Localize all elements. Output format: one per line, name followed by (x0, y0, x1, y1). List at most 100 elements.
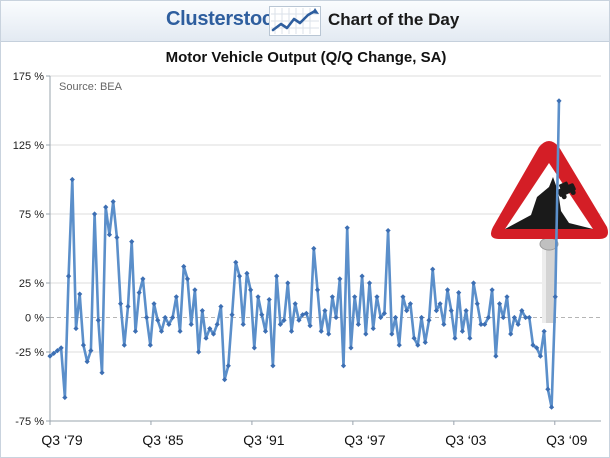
y-tick-label: -75 % (15, 416, 44, 428)
data-point (430, 266, 436, 272)
data-point (151, 301, 157, 307)
x-tick-label: Q3 ‘79 (41, 432, 82, 448)
data-point (340, 363, 347, 369)
data-point (452, 335, 458, 341)
data-point (173, 294, 179, 300)
data-point (552, 294, 558, 300)
data-point (407, 301, 413, 307)
y-tick-label: 75 % (19, 209, 44, 221)
data-point (47, 353, 53, 359)
data-point (314, 287, 321, 293)
data-point (106, 232, 113, 238)
data-point (240, 321, 246, 327)
data-point (366, 280, 373, 286)
data-point (140, 276, 146, 282)
data-point (80, 342, 87, 348)
data-point (426, 317, 432, 323)
data-point (121, 342, 127, 348)
data-point (69, 176, 75, 183)
data-point (199, 308, 205, 314)
data-point (181, 263, 187, 270)
data-point (526, 314, 532, 321)
data-point (288, 328, 295, 334)
x-tick-label: Q3 ‘97 (344, 432, 385, 448)
data-point (467, 335, 473, 341)
data-point (262, 328, 269, 334)
data-point (534, 345, 540, 351)
data-point (359, 273, 365, 279)
data-point (203, 335, 209, 341)
data-point (259, 312, 265, 318)
data-point (143, 314, 150, 321)
data-point (311, 245, 317, 252)
data-point (244, 270, 250, 276)
data-point (478, 321, 484, 327)
data-point (95, 317, 101, 323)
data-point (54, 348, 61, 354)
data-point (474, 301, 480, 307)
data-point (58, 345, 64, 351)
data-point (515, 321, 521, 327)
falling-car-cliff-icon (505, 177, 593, 229)
x-tick-label: Q3 ‘03 (445, 432, 486, 448)
data-point (155, 317, 161, 323)
data-point (214, 321, 220, 327)
data-point (147, 342, 153, 348)
chart-of-the-day-label: Chart of the Day (328, 10, 460, 29)
data-point (418, 314, 425, 321)
data-point (129, 239, 135, 245)
data-point (381, 310, 387, 316)
data-point (132, 328, 139, 334)
data-point (285, 280, 291, 286)
data-point (281, 317, 287, 323)
data-point (326, 331, 332, 337)
data-point (459, 328, 466, 334)
data-point (188, 321, 194, 327)
data-point (158, 328, 165, 334)
data-point (65, 273, 72, 279)
data-point (496, 301, 503, 307)
data-point (508, 331, 514, 337)
data-point (233, 259, 239, 265)
data-point (125, 303, 131, 310)
data-point (348, 345, 354, 351)
x-tick-label: Q3 ‘91 (243, 432, 284, 448)
data-point (277, 321, 283, 327)
data-point (400, 294, 406, 300)
data-point (444, 287, 451, 293)
data-point (500, 314, 506, 321)
data-point (363, 331, 369, 337)
data-point (556, 98, 562, 104)
data-point (470, 280, 477, 286)
data-point (519, 308, 525, 314)
data-point (225, 363, 231, 369)
x-tick-label: Q3 ‘09 (546, 432, 587, 448)
y-tick-label: 175 % (13, 71, 44, 83)
data-point (352, 294, 358, 300)
data-point (177, 328, 183, 334)
data-point (251, 345, 257, 351)
data-point (318, 328, 324, 334)
data-point (196, 349, 202, 355)
data-point (73, 325, 79, 332)
data-point (396, 342, 402, 348)
data-point (337, 276, 343, 282)
data-point (110, 198, 116, 205)
data-point (88, 348, 94, 354)
data-point (84, 359, 90, 365)
data-point (170, 314, 176, 321)
data-point (255, 294, 261, 300)
data-point (392, 314, 399, 321)
data-point (266, 296, 272, 303)
brand-name[interactable]: Clusterstock (166, 8, 284, 30)
data-point (303, 310, 309, 316)
data-point (248, 287, 254, 293)
data-point (448, 308, 454, 314)
data-point (103, 204, 109, 210)
data-point (456, 290, 462, 296)
header-bar: Clusterstock Chart of the Day (1, 1, 609, 42)
data-point (504, 294, 510, 300)
data-point (117, 301, 124, 307)
data-point (489, 287, 495, 293)
